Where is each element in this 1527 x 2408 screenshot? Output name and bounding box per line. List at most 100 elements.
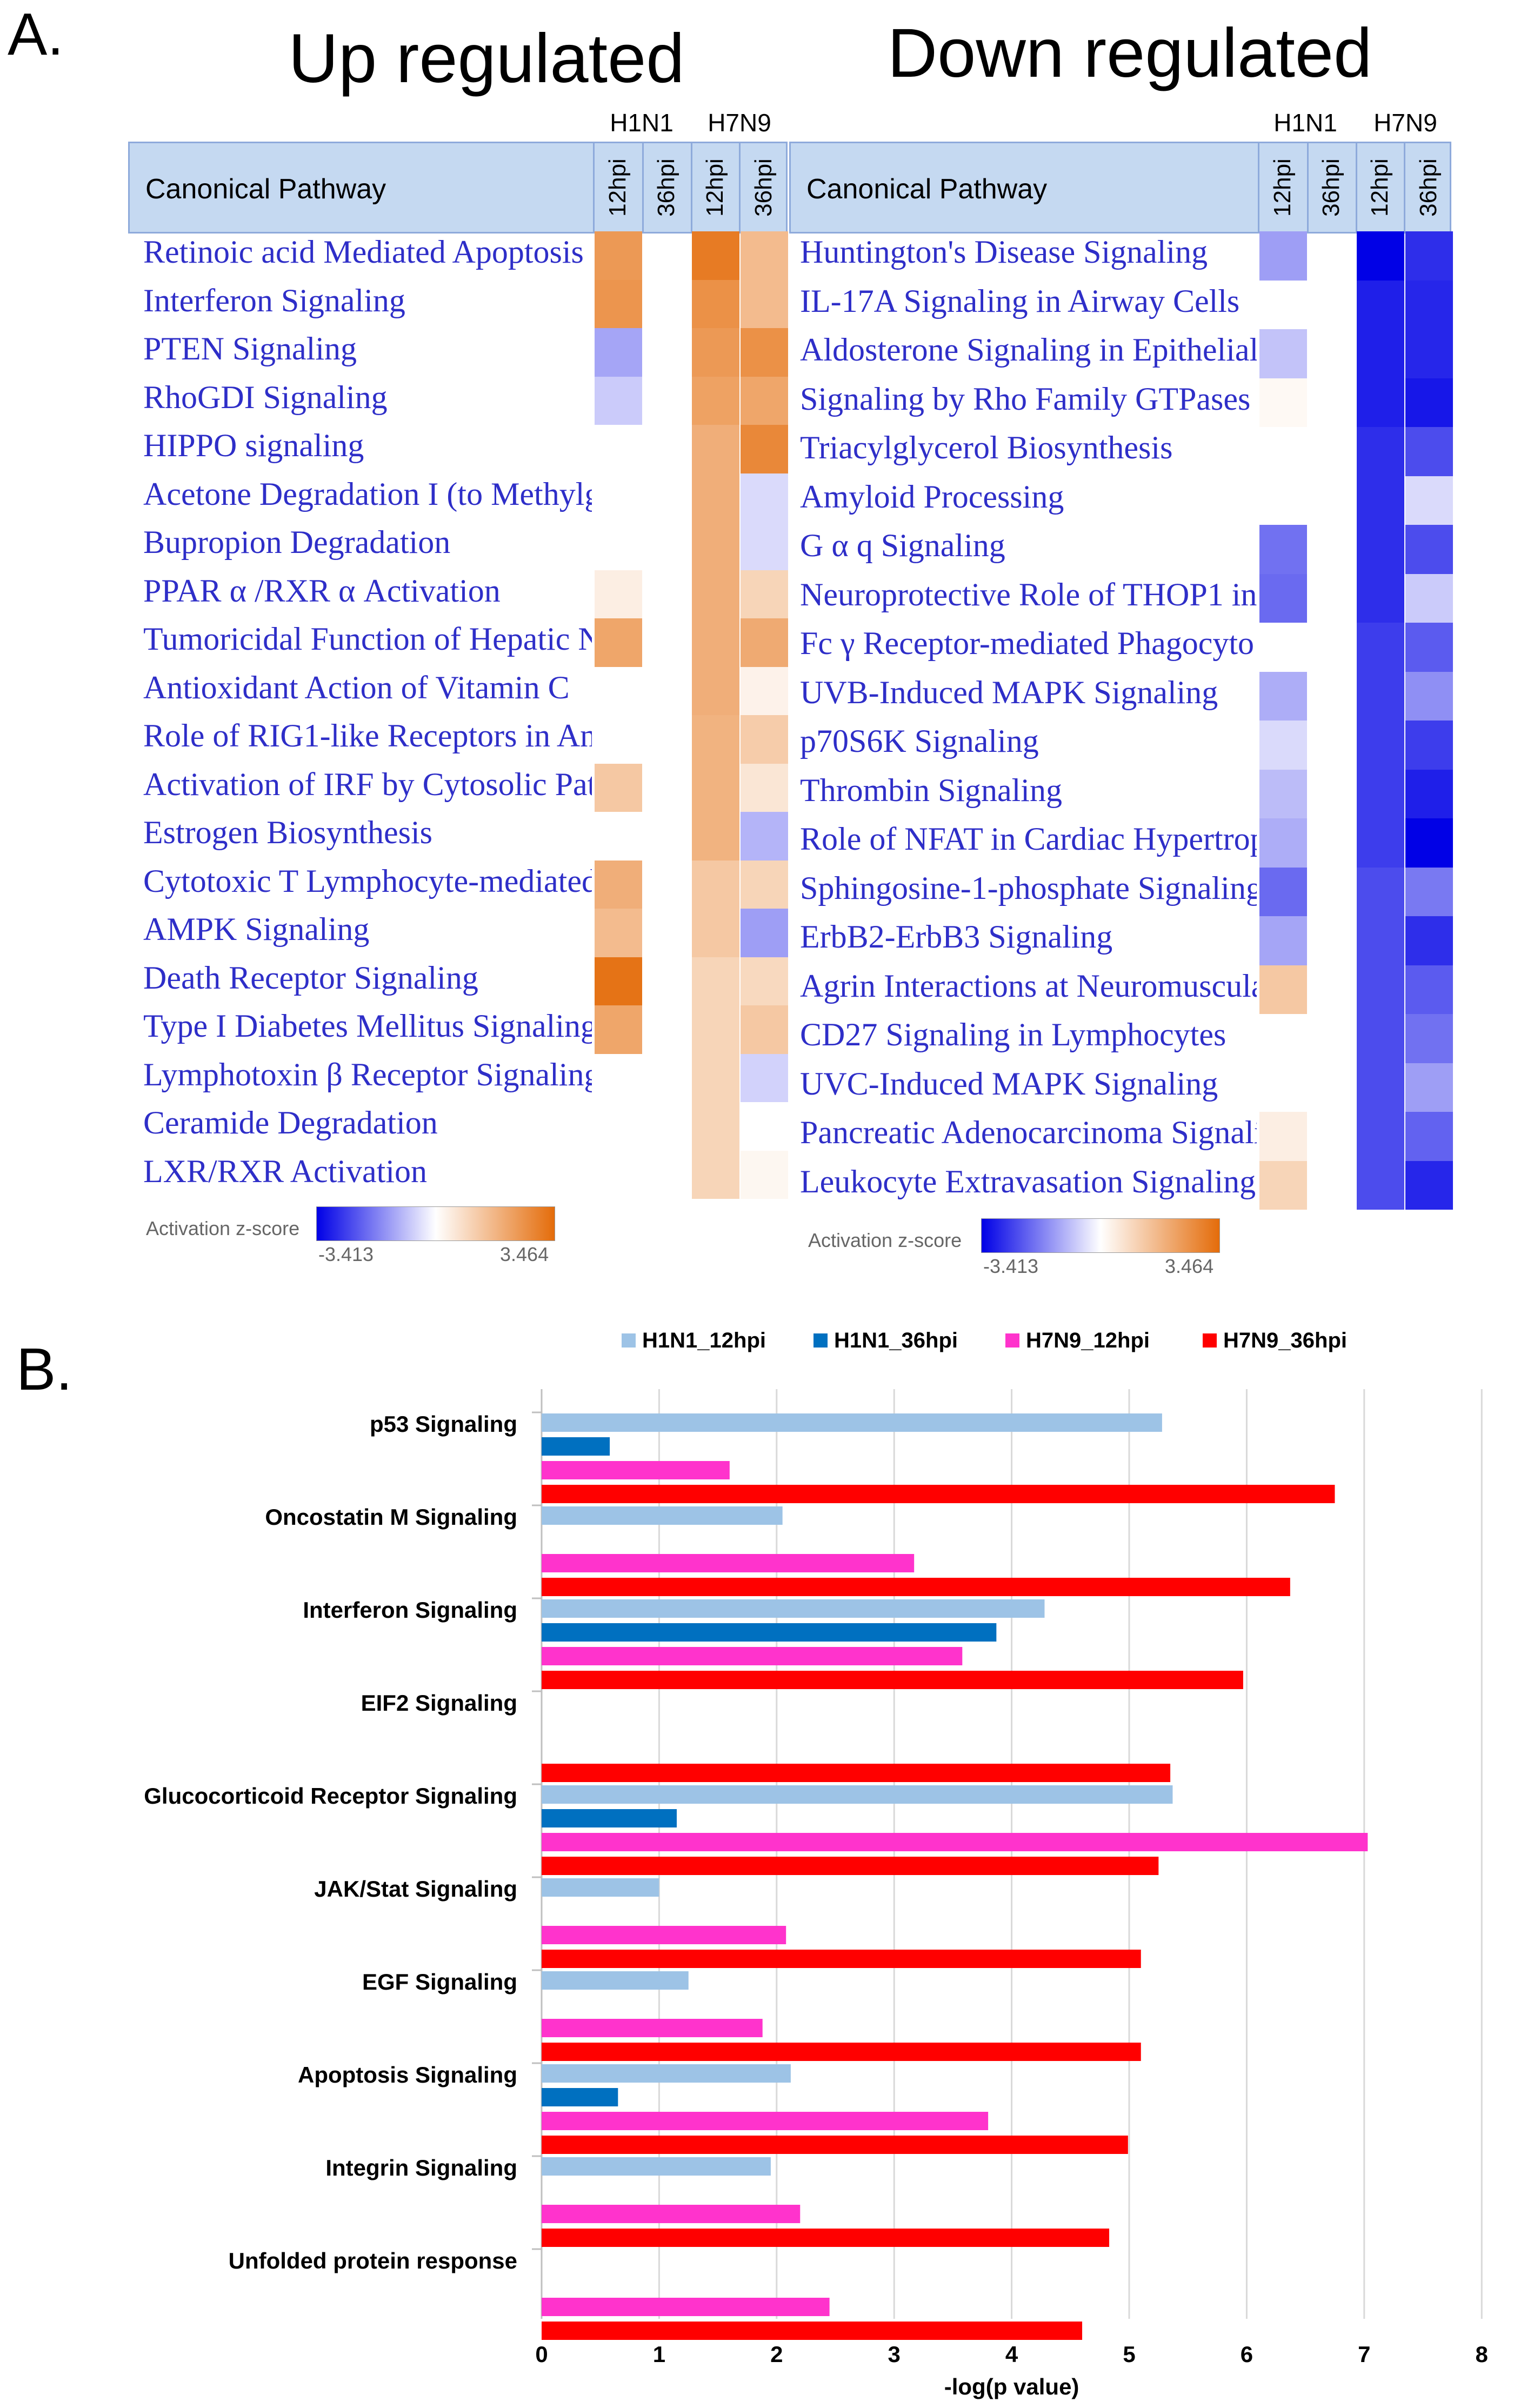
down-heat-cell: [1405, 329, 1453, 378]
down-row-label: Signaling by Rho Family GTPases: [800, 381, 1251, 417]
up-row-label: Retinoic acid Mediated Apoptosis S: [143, 234, 592, 270]
bar-h7n9-36hpi: [542, 1578, 1290, 1596]
up-heat-cell: [692, 328, 739, 377]
down-heat-cell: [1405, 721, 1453, 770]
up-legend-max: 3.464: [500, 1243, 549, 1265]
up-header-separator: [739, 142, 741, 234]
up-heat-cell: [692, 473, 739, 522]
up-heat-cell: [741, 1053, 788, 1102]
up-row-label: HIPPO signaling: [143, 428, 364, 463]
x-tick-label: 6: [1241, 2342, 1253, 2367]
x-tick-label: 0: [535, 2342, 548, 2367]
up-heat-cell: [692, 812, 739, 861]
down-row-label: Huntington's Disease Signaling: [800, 234, 1208, 270]
down-heat-cell: [1357, 623, 1404, 672]
up-heat-cell: [692, 957, 739, 1005]
up-heat-cell: [741, 473, 788, 522]
bar-h1n1-12hpi: [542, 1971, 689, 1990]
category-label: Apoptosis Signaling: [298, 2062, 517, 2087]
down-heat-cell: [1405, 573, 1453, 623]
down-row-label: Triacylglycerol Biosynthesis: [800, 430, 1173, 465]
panel-a-letter: A.: [8, 1, 64, 68]
bar-h7n9-36hpi: [542, 2322, 1083, 2340]
legend-swatch: [622, 1333, 636, 1348]
panel-b-letter: B.: [16, 1336, 72, 1403]
bar-h1n1-36hpi: [542, 1623, 997, 1642]
down-header-separator: [1356, 142, 1357, 234]
x-tick-label: 2: [770, 2342, 783, 2367]
bar-h1n1-12hpi: [542, 1785, 1173, 1804]
up-heat-cell: [595, 376, 642, 425]
bar-h1n1-12hpi: [542, 1413, 1162, 1432]
down-heat-cell: [1357, 280, 1404, 329]
down-header-text: Canonical Pathway: [806, 174, 1048, 205]
up-heat-cell: [741, 231, 788, 280]
up-heat-cell: [692, 618, 739, 667]
down-heat-cell: [1357, 231, 1404, 281]
down-heat-cell: [1405, 378, 1453, 427]
down-row-label: Pancreatic Adenocarcinoma Signali: [800, 1115, 1257, 1150]
down-row-label: Thrombin Signaling: [800, 772, 1062, 808]
up-row-label: Type I Diabetes Mellitus Signaling: [143, 1008, 592, 1044]
down-legend-gradient: [981, 1218, 1220, 1253]
down-row-label: ErbB2-ErbB3 Signaling: [800, 919, 1113, 955]
bar-h7n9-36hpi: [542, 1857, 1159, 1875]
up-heat-cell: [741, 618, 788, 667]
up-heat-cell: [741, 715, 788, 764]
down-heat-cell: [1259, 721, 1307, 770]
up-row-label: Tumoricidal Function of Hepatic Na: [143, 621, 592, 657]
down-row-label: Sphingosine-1-phosphate Signaling: [800, 870, 1257, 906]
up-heat-cell: [741, 957, 788, 1005]
down-heat-cell: [1357, 867, 1404, 916]
down-heat-cell: [1259, 818, 1307, 868]
up-heat-cell: [692, 860, 739, 909]
down-row-label: IL-17A Signaling in Airway Cells: [800, 283, 1240, 319]
x-tick-label: 8: [1476, 2342, 1488, 2367]
bar-h7n9-36hpi: [542, 1485, 1335, 1503]
up-row-label: PTEN Signaling: [143, 331, 357, 366]
up-row-label: AMPK Signaling: [143, 911, 370, 947]
down-heat-cell: [1259, 867, 1307, 916]
down-heat-cell: [1259, 525, 1307, 574]
down-heat-cell: [1357, 476, 1404, 525]
down-row-label: Amyloid Processing: [800, 478, 1064, 515]
bar-h1n1-36hpi: [542, 2088, 618, 2106]
up-heat-cell: [595, 231, 642, 280]
down-heat-cell: [1405, 916, 1453, 965]
down-heat-cell: [1357, 378, 1404, 427]
down-heat-cell: [1405, 818, 1453, 868]
up-row-label: Role of RIG1-like Receptors in Anti: [143, 718, 592, 753]
bar-h7n9-36hpi: [542, 2043, 1141, 2061]
down-header-separator: [1404, 142, 1405, 234]
up-header-separator: [593, 142, 595, 234]
bar-h7n9-36hpi: [542, 2229, 1110, 2247]
down-regulated-title: Down regulated: [887, 15, 1372, 92]
up-heat-cell: [741, 328, 788, 377]
up-header-text: Canonical Pathway: [145, 174, 386, 205]
up-heat-cell: [692, 522, 739, 570]
up-heat-cell: [595, 279, 642, 328]
down-heat-cell: [1259, 671, 1307, 721]
bar-h1n1-12hpi: [542, 1599, 1045, 1618]
down-group-label: H1N1: [1273, 109, 1337, 137]
down-heat-cell: [1357, 965, 1404, 1014]
category-label: Integrin Signaling: [325, 2155, 517, 2180]
bar-h7n9-12hpi: [542, 1833, 1368, 1851]
up-legend-min: -3.413: [318, 1243, 374, 1265]
up-heat-cell: [741, 1005, 788, 1054]
up-heat-cell: [692, 1005, 739, 1054]
bar-h7n9-12hpi: [542, 1647, 963, 1665]
up-heat-cell: [595, 570, 642, 618]
down-heat-cell: [1405, 280, 1453, 329]
up-regulated-title: Up regulated: [288, 20, 685, 97]
down-heat-cell: [1405, 623, 1453, 672]
legend-swatch: [1005, 1333, 1019, 1348]
down-heat-cell: [1259, 1112, 1307, 1161]
category-label: p53 Signaling: [370, 1411, 517, 1437]
legend-entry: H1N1_12hpi: [642, 1329, 766, 1352]
down-heat-cell: [1357, 573, 1404, 623]
up-heat-cell: [741, 279, 788, 328]
down-row-label: Fc γ Receptor-mediated Phagocyto: [800, 625, 1255, 661]
down-header-separator: [1258, 142, 1259, 234]
up-heat-cell: [595, 1005, 642, 1054]
